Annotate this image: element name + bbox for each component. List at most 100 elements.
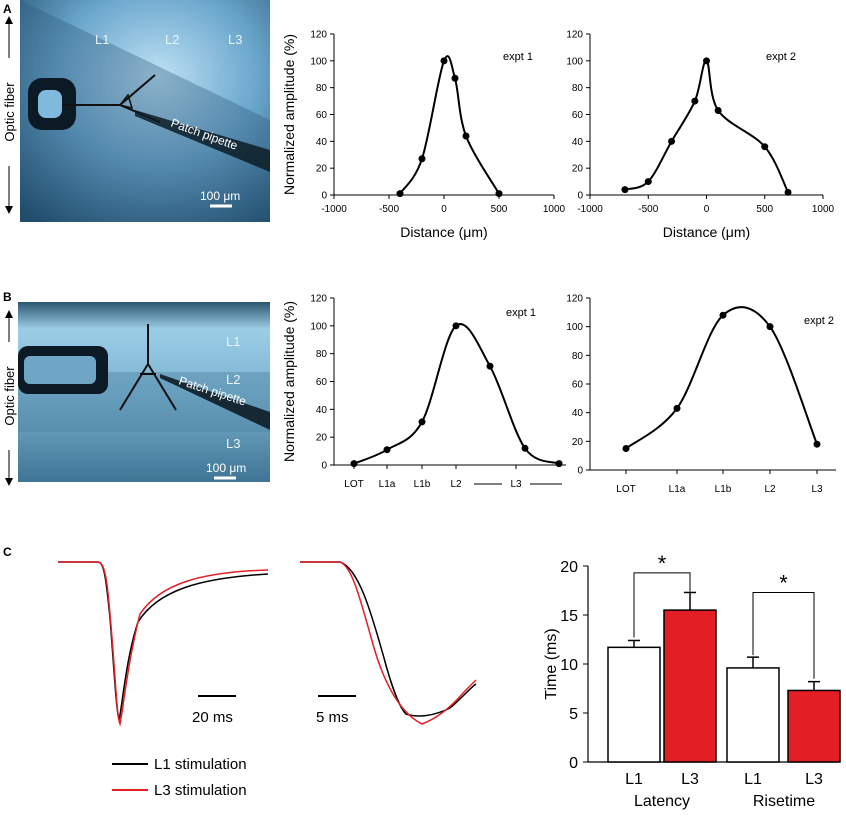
- panel-label-a: A: [3, 2, 12, 16]
- y-tick-label: 100: [310, 56, 327, 67]
- x-axis-label: Distance (μm): [663, 224, 750, 240]
- x-category-label: L3: [811, 484, 823, 495]
- bar: [726, 667, 780, 763]
- panel-label-c: C: [3, 545, 12, 559]
- y-tick-label: 100: [566, 322, 583, 333]
- panel-label-b: B: [3, 290, 12, 304]
- data-point: [396, 190, 404, 198]
- data-point: [452, 322, 460, 330]
- data-point: [621, 186, 629, 194]
- data-point: [719, 311, 727, 319]
- trace-1-l3: [58, 561, 269, 727]
- photo-a-scale-label: 100 μm: [200, 189, 240, 203]
- y-tick-label: 60: [316, 377, 328, 388]
- data-point: [555, 460, 563, 468]
- photo-a-side-label: Optic fiber: [2, 82, 17, 142]
- photo-b-layer-l1: L1: [226, 334, 240, 349]
- x-tick-label: -1000: [321, 204, 347, 215]
- bar: [607, 646, 661, 763]
- y-tick-label: 80: [316, 83, 328, 94]
- bar: [787, 689, 841, 763]
- arrow-down-icon: [5, 478, 13, 486]
- data-point: [462, 132, 470, 140]
- data-point: [350, 460, 358, 468]
- x-axis-label: Distance (μm): [400, 224, 487, 240]
- y-tick-label: 20: [572, 164, 584, 175]
- scale-label-5ms: 5 ms: [316, 709, 349, 726]
- x-tick-label: -1000: [577, 204, 603, 215]
- significance-bracket: [633, 572, 691, 638]
- group-label-risetime: Risetime: [753, 793, 815, 810]
- photo-b: L1 L2 L3 Patch pipette 100 μm Optic fibe…: [2, 302, 270, 486]
- x-category-label: LOT: [344, 479, 363, 490]
- series-line: [625, 306, 818, 450]
- y-tick-label: 120: [310, 30, 327, 41]
- patch-pipette: [160, 374, 270, 430]
- x-category-label: L1b: [715, 484, 732, 495]
- y-tick-label: 80: [572, 351, 584, 362]
- significance-star: *: [779, 570, 788, 595]
- significance-star: *: [658, 551, 667, 576]
- y-axis-label: Time (ms): [543, 628, 560, 699]
- y-tick-label: 40: [316, 405, 328, 416]
- y-tick-label: 120: [566, 294, 583, 305]
- y-tick-label: 0: [577, 466, 583, 477]
- trace-2-l3: [300, 561, 477, 725]
- patch-pipette: [135, 110, 270, 172]
- chart-annotation: expt 1: [506, 307, 536, 319]
- y-tick-label: 80: [572, 83, 584, 94]
- y-tick-label: 60: [572, 380, 584, 391]
- y-axis-label: Normalized amplitude (%): [281, 34, 297, 195]
- y-tick-label: 10: [560, 657, 578, 674]
- y-tick-label: 120: [566, 30, 583, 41]
- y-tick-label: 5: [569, 706, 578, 723]
- y-tick-label: 80: [316, 349, 328, 360]
- series-line: [399, 55, 500, 195]
- arrow-down-icon: [5, 206, 13, 214]
- x-category-label: L2: [450, 479, 462, 490]
- x-tick-label: 1000: [543, 204, 566, 215]
- trace-1-l1: [58, 561, 269, 721]
- x-category-label: L3: [681, 771, 699, 788]
- x-tick-label: 500: [756, 204, 773, 215]
- y-tick-label: 0: [577, 191, 583, 202]
- data-point: [691, 97, 699, 105]
- chart-annotation: expt 1: [503, 51, 533, 63]
- x-category-label: L1: [744, 771, 762, 788]
- data-point: [673, 404, 681, 412]
- x-tick-label: 500: [491, 204, 508, 215]
- y-tick-label: 60: [572, 110, 584, 121]
- scale-label-20ms: 20 ms: [192, 709, 233, 726]
- x-category-label: L3: [805, 771, 823, 788]
- data-point: [495, 190, 503, 198]
- legend-label-l1: L1 stimulation: [154, 756, 247, 773]
- chart-a2: 0 20 40 60 80 100 120 -1000 -500 0 500 1000 Distance…: [566, 30, 835, 241]
- photo-b-layer-l2: L2: [226, 372, 240, 387]
- group-label-latency: Latency: [634, 793, 690, 810]
- data-point: [714, 106, 722, 114]
- x-category-label: L1a: [379, 479, 396, 490]
- data-point: [521, 444, 529, 452]
- x-category-label: L1a: [669, 484, 686, 495]
- y-tick-label: 100: [310, 321, 327, 332]
- photo-a-layer-l2: L2: [165, 32, 179, 47]
- photo-a: L1 L2 L3 Patch pipette 100 μm Optic fibe…: [2, 0, 270, 222]
- y-tick-label: 0: [321, 461, 327, 472]
- photo-b-scale-label: 100 μm: [206, 461, 246, 475]
- arrow-up-icon: [5, 16, 13, 24]
- chart-a1: 0 20 40 60 80 100 120 -1000 -500 0 500 1000 Distance…: [281, 30, 566, 241]
- photo-a-layer-l3: L3: [228, 32, 242, 47]
- data-point: [668, 137, 676, 145]
- data-point: [418, 155, 426, 163]
- x-tick-label: 0: [704, 204, 710, 215]
- photo-a-layer-l1: L1: [95, 32, 109, 47]
- x-category-label: L1b: [414, 479, 431, 490]
- data-point: [418, 418, 426, 426]
- data-point: [703, 57, 710, 65]
- bar: [663, 609, 717, 763]
- chart-annotation: expt 2: [804, 315, 834, 327]
- data-point: [451, 74, 459, 82]
- y-tick-label: 0: [569, 755, 578, 772]
- x-tick-label: 1000: [812, 204, 835, 215]
- significance-bracket: [752, 591, 815, 679]
